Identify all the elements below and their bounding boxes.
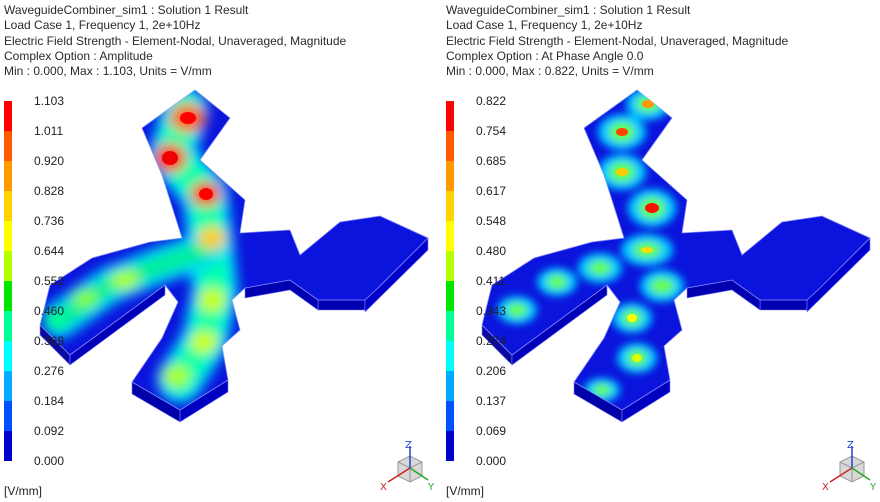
legend-band-7 [4,281,12,311]
legend-tick: 0.343 [476,304,507,318]
legend-tick: 1.103 [34,94,65,108]
legend-band-3 [4,161,12,191]
legend-tick: 0.274 [476,334,507,348]
legend-band-5 [4,221,12,251]
legend-tick: 0.411 [476,274,506,288]
legend-band-11 [4,401,12,431]
legend-band-1 [446,101,454,131]
legend-band-4 [446,191,454,221]
legend-band-10 [446,371,454,401]
legend-tick: 0.480 [476,244,507,258]
result-panel-phase: WaveguideCombiner_sim1 : Solution 1 Resu… [442,0,880,502]
legend-band-3 [446,161,454,191]
legend-tick: 0.736 [34,214,65,228]
legend-tick: 0.548 [476,214,507,228]
legend-band-7 [446,281,454,311]
header-line-4: Complex Option : Amplitude [4,48,153,63]
legend-tick: 0.617 [476,184,507,198]
legend-tick: 1.011 [34,124,64,138]
color-legend: 1.103 1.011 0.920 0.828 0.736 0.644 0.55… [4,94,64,468]
legend-tick: 0.368 [34,334,65,348]
legend-band-8 [4,311,12,341]
result-panel-amplitude: WaveguideCombiner_sim1 : Solution 1 Resu… [0,0,440,502]
legend-band-12 [446,431,454,461]
legend-band-2 [4,131,12,161]
legend-band-5 [446,221,454,251]
legend-band-10 [4,371,12,401]
wall-side [759,299,808,311]
header-line-4: Complex Option : At Phase Angle 0.0 [446,48,644,63]
legend-tick: 0.276 [34,364,65,378]
result-header: WaveguideCombiner_sim1 : Solution 1 Resu… [446,3,788,79]
wall-side [317,299,366,311]
waveguide-surface [481,89,871,411]
header-line-3: Electric Field Strength - Element-Nodal,… [4,33,347,48]
legend-band-9 [4,341,12,371]
waveguide-model-viewport[interactable] [442,0,880,502]
header-line-1: WaveguideCombiner_sim1 : Solution 1 Resu… [446,3,691,17]
legend-tick: 0.069 [476,424,507,438]
legend-band-11 [446,401,454,431]
header-line-5: Min : 0.000, Max : 1.103, Units = V/mm [4,64,212,79]
legend-tick: 0.184 [34,394,65,408]
legend-tick: 0.828 [34,184,65,198]
legend-tick: 0.920 [34,154,65,168]
coordinate-triad[interactable]: Z X Y [378,440,438,496]
legend-units: [V/mm] [446,484,484,498]
legend-tick: 0.137 [476,394,507,408]
color-legend: 0.822 0.754 0.685 0.617 0.548 0.480 0.41… [446,94,506,468]
header-line-5: Min : 0.000, Max : 0.822, Units = V/mm [446,64,654,79]
legend-tick: 0.092 [34,424,65,438]
header-line-2: Load Case 1, Frequency 1, 2e+10Hz [4,18,201,33]
legend-tick: 0.552 [34,274,65,288]
coordinate-triad[interactable]: Z X Y [820,440,880,496]
legend-band-9 [446,341,454,371]
legend-tick: 0.000 [476,454,507,468]
header-line-1: WaveguideCombiner_sim1 : Solution 1 Resu… [4,3,249,17]
legend-band-8 [446,311,454,341]
legend-band-6 [446,251,454,281]
result-header: WaveguideCombiner_sim1 : Solution 1 Resu… [4,3,346,79]
legend-band-6 [4,251,12,281]
legend-band-4 [4,191,12,221]
axis-z-label: Z [847,440,854,451]
legend-band-12 [4,431,12,461]
legend-tick: 0.206 [476,364,507,378]
legend-tick: 0.685 [476,154,507,168]
header-line-3: Electric Field Strength - Element-Nodal,… [446,33,789,48]
axis-x-label: X [822,482,829,493]
axis-y-label: Y [869,482,877,493]
legend-tick: 0.644 [34,244,65,258]
legend-band-2 [446,131,454,161]
axis-x-label: X [380,482,387,493]
axis-y-label: Y [427,482,435,493]
waveguide-model-viewport[interactable] [0,0,440,502]
header-line-2: Load Case 1, Frequency 1, 2e+10Hz [446,18,643,33]
legend-tick: 0.822 [476,94,507,108]
field-contours [42,90,239,403]
legend-tick: 0.000 [34,454,65,468]
legend-band-1 [4,101,12,131]
legend-tick: 0.460 [34,304,65,318]
axis-z-label: Z [405,440,412,451]
legend-tick: 0.754 [476,124,507,138]
legend-units: [V/mm] [4,484,42,498]
